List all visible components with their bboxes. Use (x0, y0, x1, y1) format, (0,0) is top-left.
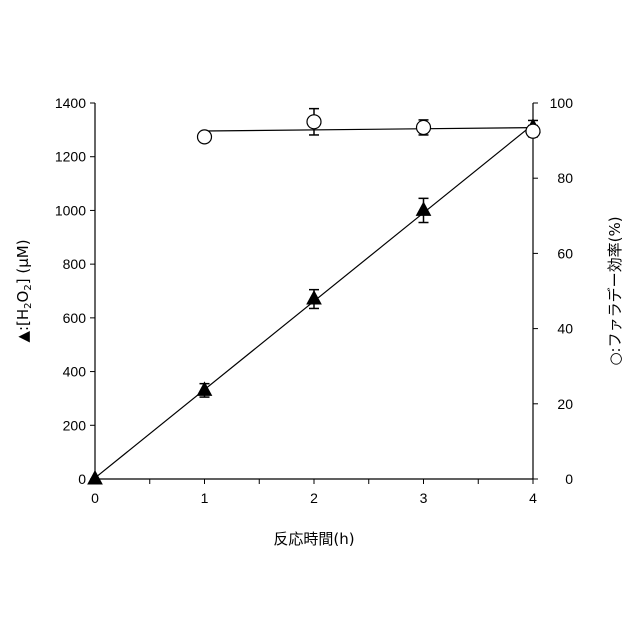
circle-point (417, 120, 431, 134)
y-left-tick-label: 600 (63, 310, 87, 326)
x-tick-label: 1 (201, 490, 209, 506)
markers (88, 109, 540, 484)
circle-point (198, 130, 212, 144)
circle-point (526, 124, 540, 138)
y-left-tick-label: 1000 (55, 202, 86, 218)
y-right-tick-label: 40 (557, 321, 573, 337)
y-left-tick-label: 200 (63, 417, 87, 433)
x-axis-label: 反応時間(h) (273, 530, 354, 548)
y-axis-label-left: ▲:[H2O2] (μM) (14, 239, 34, 342)
x-tick-label: 3 (420, 490, 428, 506)
y-axis-label-right: ○:ファラデー効率(%) (606, 216, 624, 365)
y-right-tick-label: 20 (557, 396, 573, 412)
y-left-tick-label: 400 (63, 364, 87, 380)
triangle-point (88, 471, 102, 484)
y-left-tick-label: 0 (78, 471, 86, 487)
x-tick-label: 0 (91, 490, 99, 506)
y-right-tick-label: 80 (557, 170, 573, 186)
y-right-tick-label: 100 (550, 95, 574, 111)
x-tick-label: 4 (529, 490, 537, 506)
y-left-tick-label: 1400 (55, 95, 86, 111)
y-left-tick-label: 800 (63, 256, 87, 272)
x-tick-label: 2 (310, 490, 318, 506)
y-right-tick-label: 60 (557, 245, 573, 261)
y-right-tick-label: 0 (565, 471, 573, 487)
circle-point (307, 115, 321, 129)
y-left-tick-label: 1200 (55, 149, 86, 165)
series-2-fit-line (205, 128, 534, 131)
